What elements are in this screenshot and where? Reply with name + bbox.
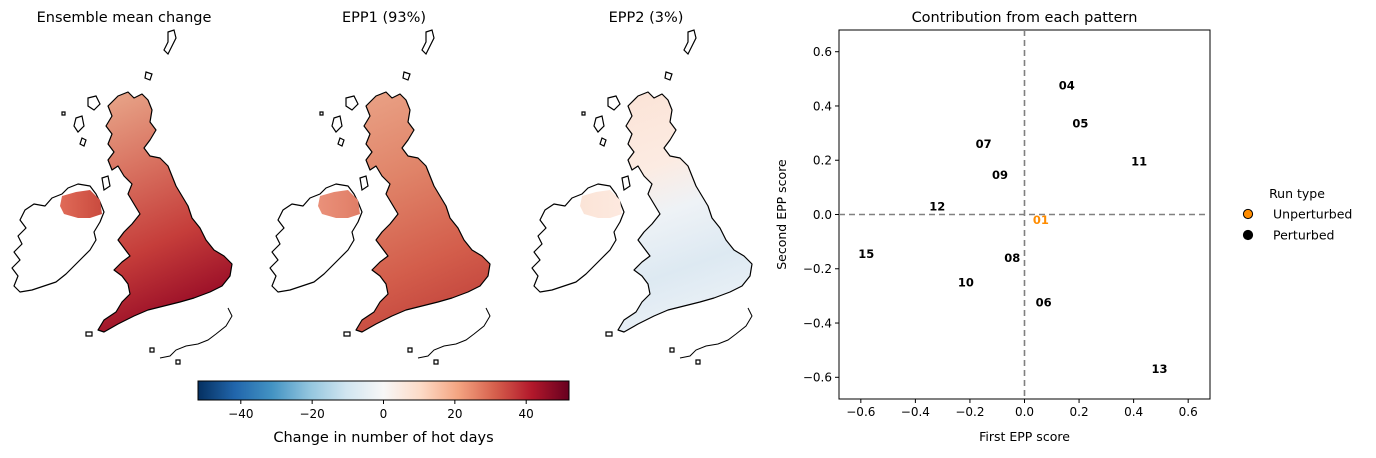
legend-marker-perturbed	[1242, 229, 1254, 241]
x-tick-label: 0.0	[1015, 405, 1034, 419]
colorbar-tick-label: −20	[299, 407, 324, 421]
legend-label-unperturbed: Unperturbed	[1273, 207, 1352, 222]
colorbar-label: Change in number of hot days	[273, 430, 493, 446]
scatter-title: Contribution from each pattern	[912, 10, 1138, 26]
x-tick-label: 0.4	[1124, 405, 1143, 419]
legend-label-perturbed: Perturbed	[1273, 228, 1334, 243]
x-tick-label: −0.2	[955, 405, 984, 419]
colorbar-gradient	[197, 380, 570, 401]
point-label-09: 09	[992, 168, 1008, 182]
colorbar-tick-label: 20	[447, 407, 462, 421]
point-label-07: 07	[976, 137, 992, 151]
y-tick-label: 0.2	[813, 154, 832, 168]
y-tick-label: −0.2	[803, 262, 832, 276]
point-label-12: 12	[929, 199, 945, 213]
point-label-01: 01	[1033, 213, 1049, 227]
uk-map-epp2	[531, 29, 753, 365]
uk-map-epp1	[269, 29, 491, 365]
y-tick-label: 0.0	[813, 208, 832, 222]
x-axis-label: First EPP score	[979, 429, 1070, 444]
map-title-2: EPP1 (93%)	[342, 10, 426, 26]
point-label-11: 11	[1131, 155, 1147, 169]
point-label-13: 13	[1152, 362, 1168, 376]
legend-title: Run type	[1269, 186, 1325, 201]
y-tick-label: 0.4	[813, 99, 832, 113]
colorbar-tick-label: 40	[519, 407, 534, 421]
colorbar: −40 −20 0 20 40 Change in number of hot days	[197, 380, 570, 446]
colorbar-tick-label: −40	[228, 407, 253, 421]
point-label-04: 04	[1059, 79, 1075, 93]
colorbar-tick-label: 0	[380, 407, 388, 421]
map-panel-3: EPP2 (3%)	[531, 10, 753, 365]
uk-map-mean	[11, 29, 233, 365]
point-label-10: 10	[958, 275, 974, 289]
y-tick-label: 0.6	[813, 45, 832, 59]
point-label-05: 05	[1072, 117, 1088, 131]
legend: Run type Unperturbed Perturbed	[1242, 186, 1352, 243]
x-tick-label: −0.4	[901, 405, 930, 419]
x-tick-label: 0.2	[1070, 405, 1089, 419]
point-label-08: 08	[1004, 251, 1020, 265]
point-label-06: 06	[1036, 296, 1052, 310]
y-tick-label: −0.4	[803, 316, 832, 330]
map-panel-1: Ensemble mean change	[11, 10, 233, 365]
scatter-panel: Contribution from each pattern −0.6 −0.4 −…	[774, 10, 1211, 444]
map-title-1: Ensemble mean change	[37, 10, 212, 26]
map-panel-2: EPP1 (93%)	[269, 10, 491, 365]
legend-marker-unperturbed	[1242, 208, 1254, 220]
x-tick-label: 0.6	[1179, 405, 1198, 419]
y-axis-label: Second EPP score	[774, 159, 789, 270]
map-title-3: EPP2 (3%)	[609, 10, 684, 26]
x-tick-label: −0.6	[846, 405, 875, 419]
point-label-15: 15	[858, 247, 874, 261]
y-tick-label: −0.6	[803, 371, 832, 385]
